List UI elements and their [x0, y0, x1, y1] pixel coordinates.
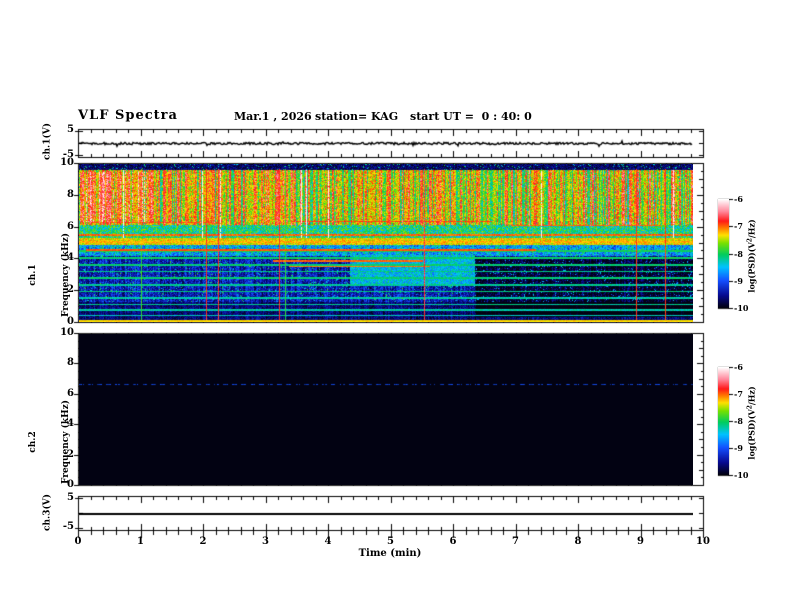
colorbar-tick-label: -8: [734, 248, 743, 259]
x-tick-label: 10: [696, 536, 710, 547]
colorbar-tick-label: -6: [734, 362, 743, 372]
x-tick-label: 4: [324, 536, 332, 547]
ch1-spec-ytick-label: 4: [67, 252, 74, 264]
page-title: VLF Spectra: [78, 108, 178, 123]
ch1-spec-ytick-label: 2: [67, 284, 74, 296]
ch2-spec-ytick-label: 2: [67, 448, 74, 460]
ch2-spec-ytick-label: 10: [60, 327, 74, 338]
x-tick-label: 2: [199, 536, 207, 547]
colorbar-tick-label: -6: [734, 194, 743, 204]
ch2-spectrogram-canvas: [79, 334, 693, 485]
header-station: station= KAG: [315, 110, 399, 123]
colorbar-tick-label: -10: [734, 303, 749, 313]
colorbar-tick-label: -7: [734, 221, 743, 232]
colorbar-tick-label: -9: [734, 275, 743, 286]
colorbar-tick-label: -9: [734, 443, 743, 453]
ch3-trace-ytick-label: -5: [62, 521, 74, 532]
x-tick-label: 5: [387, 536, 394, 547]
ch1-spec-ytick-label: 0: [67, 316, 74, 327]
x-tick-label: 7: [512, 536, 519, 547]
ch1-trace-ytick-label: 5: [67, 124, 74, 135]
ch2-spec-ytick-label: 6: [67, 387, 74, 399]
ch1-spec-ytick-label: 8: [67, 188, 74, 200]
ch1-spec-ytick-label: 10: [60, 157, 74, 168]
x-tick-label: 9: [637, 536, 644, 547]
x-tick-label: 6: [449, 536, 457, 547]
colorbar-tick-label: -10: [734, 470, 749, 480]
ch1-spec-ytick-label: 6: [67, 220, 74, 232]
ch1-spec-channel-label: ch.1: [28, 264, 38, 286]
colorbar-tick-label: -7: [734, 389, 743, 399]
header-start-ut: start UT = 0 : 40: 0: [410, 110, 532, 123]
x-tick-label: 1: [137, 536, 144, 547]
colorbar-ch1-canvas: [718, 199, 729, 308]
ch3-trace-canvas: [79, 497, 693, 530]
colorbar-tick-label: -8: [734, 416, 743, 426]
x-tick-label: 3: [262, 536, 269, 547]
ch2-spec-ytick-label: 4: [67, 418, 74, 430]
ch1-trace-ytick-label: -5: [62, 149, 74, 160]
colorbar1-label-sup: 2: [746, 238, 754, 243]
x-tick-label: 0: [74, 536, 82, 547]
ch2-spec-channel-label: ch.2: [28, 431, 38, 453]
ch1-spectrogram-canvas: [79, 164, 693, 322]
colorbar2-label-sup: 2: [746, 405, 754, 410]
ch2-spec-ytick-label: 8: [67, 357, 74, 369]
ch1-trace-canvas: [79, 130, 693, 157]
ch3-trace-ytick-label: 5: [67, 492, 74, 503]
ch3-trace-ylabel: ch.3(V): [42, 494, 53, 531]
header-date: Mar.1 , 2026: [234, 110, 312, 123]
colorbar-ch2-canvas: [718, 367, 729, 475]
ch2-spec-ytick-label: 0: [67, 479, 74, 490]
time-axis-title: Time (min): [358, 548, 422, 559]
x-tick-label: 8: [574, 536, 582, 547]
